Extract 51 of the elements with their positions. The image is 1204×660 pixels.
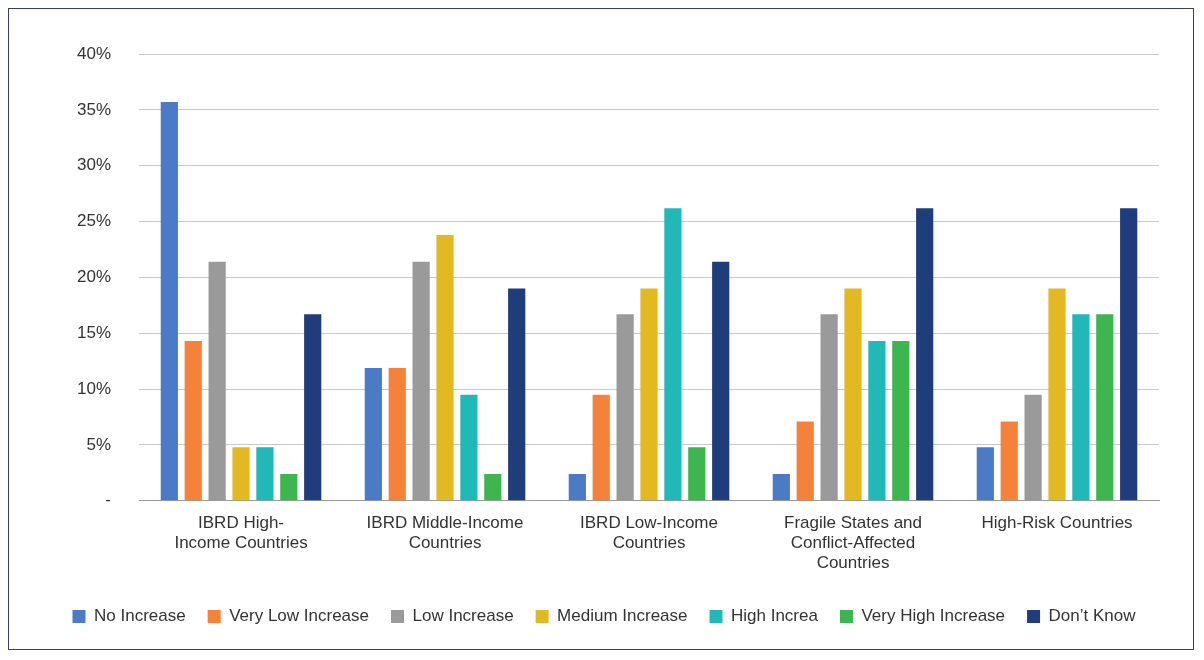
bar xyxy=(796,421,814,501)
bar xyxy=(1120,208,1138,501)
y-tick-label: 35% xyxy=(76,99,112,119)
bar xyxy=(256,447,274,501)
x-tick-label: High-Risk Countries xyxy=(981,512,1133,532)
legend-label: High Increa xyxy=(731,606,819,626)
bar xyxy=(664,208,682,501)
legend-label: Medium Increase xyxy=(557,606,688,626)
bar xyxy=(508,288,526,501)
y-tick-label: 5% xyxy=(86,434,112,454)
bar xyxy=(484,473,502,501)
legend-label: Low Increase xyxy=(412,606,514,626)
bar xyxy=(160,102,178,501)
bar xyxy=(436,234,454,501)
bar xyxy=(388,367,406,501)
legend-label: No Increase xyxy=(94,606,186,626)
y-tick-label: 30% xyxy=(76,155,112,175)
y-tick-label: 15% xyxy=(76,322,112,342)
bar xyxy=(568,473,586,501)
x-tick-label: IBRD Middle-Income Countries xyxy=(366,512,524,553)
y-tick-label: 10% xyxy=(76,378,112,398)
bar xyxy=(280,473,298,501)
bar xyxy=(976,447,994,501)
bar xyxy=(364,367,382,501)
bar xyxy=(844,288,862,501)
bar xyxy=(232,447,250,501)
bar xyxy=(304,314,322,501)
bar xyxy=(868,341,886,501)
bar xyxy=(1048,288,1066,501)
bar xyxy=(184,341,202,501)
y-tick-label: 25% xyxy=(76,211,112,231)
x-tick-label: IBRD High- Income Countries xyxy=(174,512,308,553)
y-tick-label: 40% xyxy=(76,43,112,63)
x-tick-label: Fragile States and Conflict-Affected Countries xyxy=(784,512,922,573)
bar xyxy=(688,447,706,501)
bar xyxy=(1072,314,1090,501)
bar xyxy=(892,341,910,501)
y-tick-label: - xyxy=(105,490,112,510)
bar xyxy=(1096,314,1114,501)
bar xyxy=(460,394,478,501)
legend-label: Very High Increase xyxy=(861,606,1006,626)
bar xyxy=(1000,421,1018,501)
bar xyxy=(640,288,658,501)
legend-label: Don’t Know xyxy=(1048,606,1137,626)
bar xyxy=(772,473,790,501)
bar xyxy=(916,208,934,501)
bar xyxy=(712,261,730,501)
legend-label: Very Low Increase xyxy=(229,606,370,626)
bar xyxy=(592,394,610,501)
y-tick-label: 20% xyxy=(76,267,112,287)
x-tick-label: IBRD Low-Income Countries xyxy=(580,512,718,553)
